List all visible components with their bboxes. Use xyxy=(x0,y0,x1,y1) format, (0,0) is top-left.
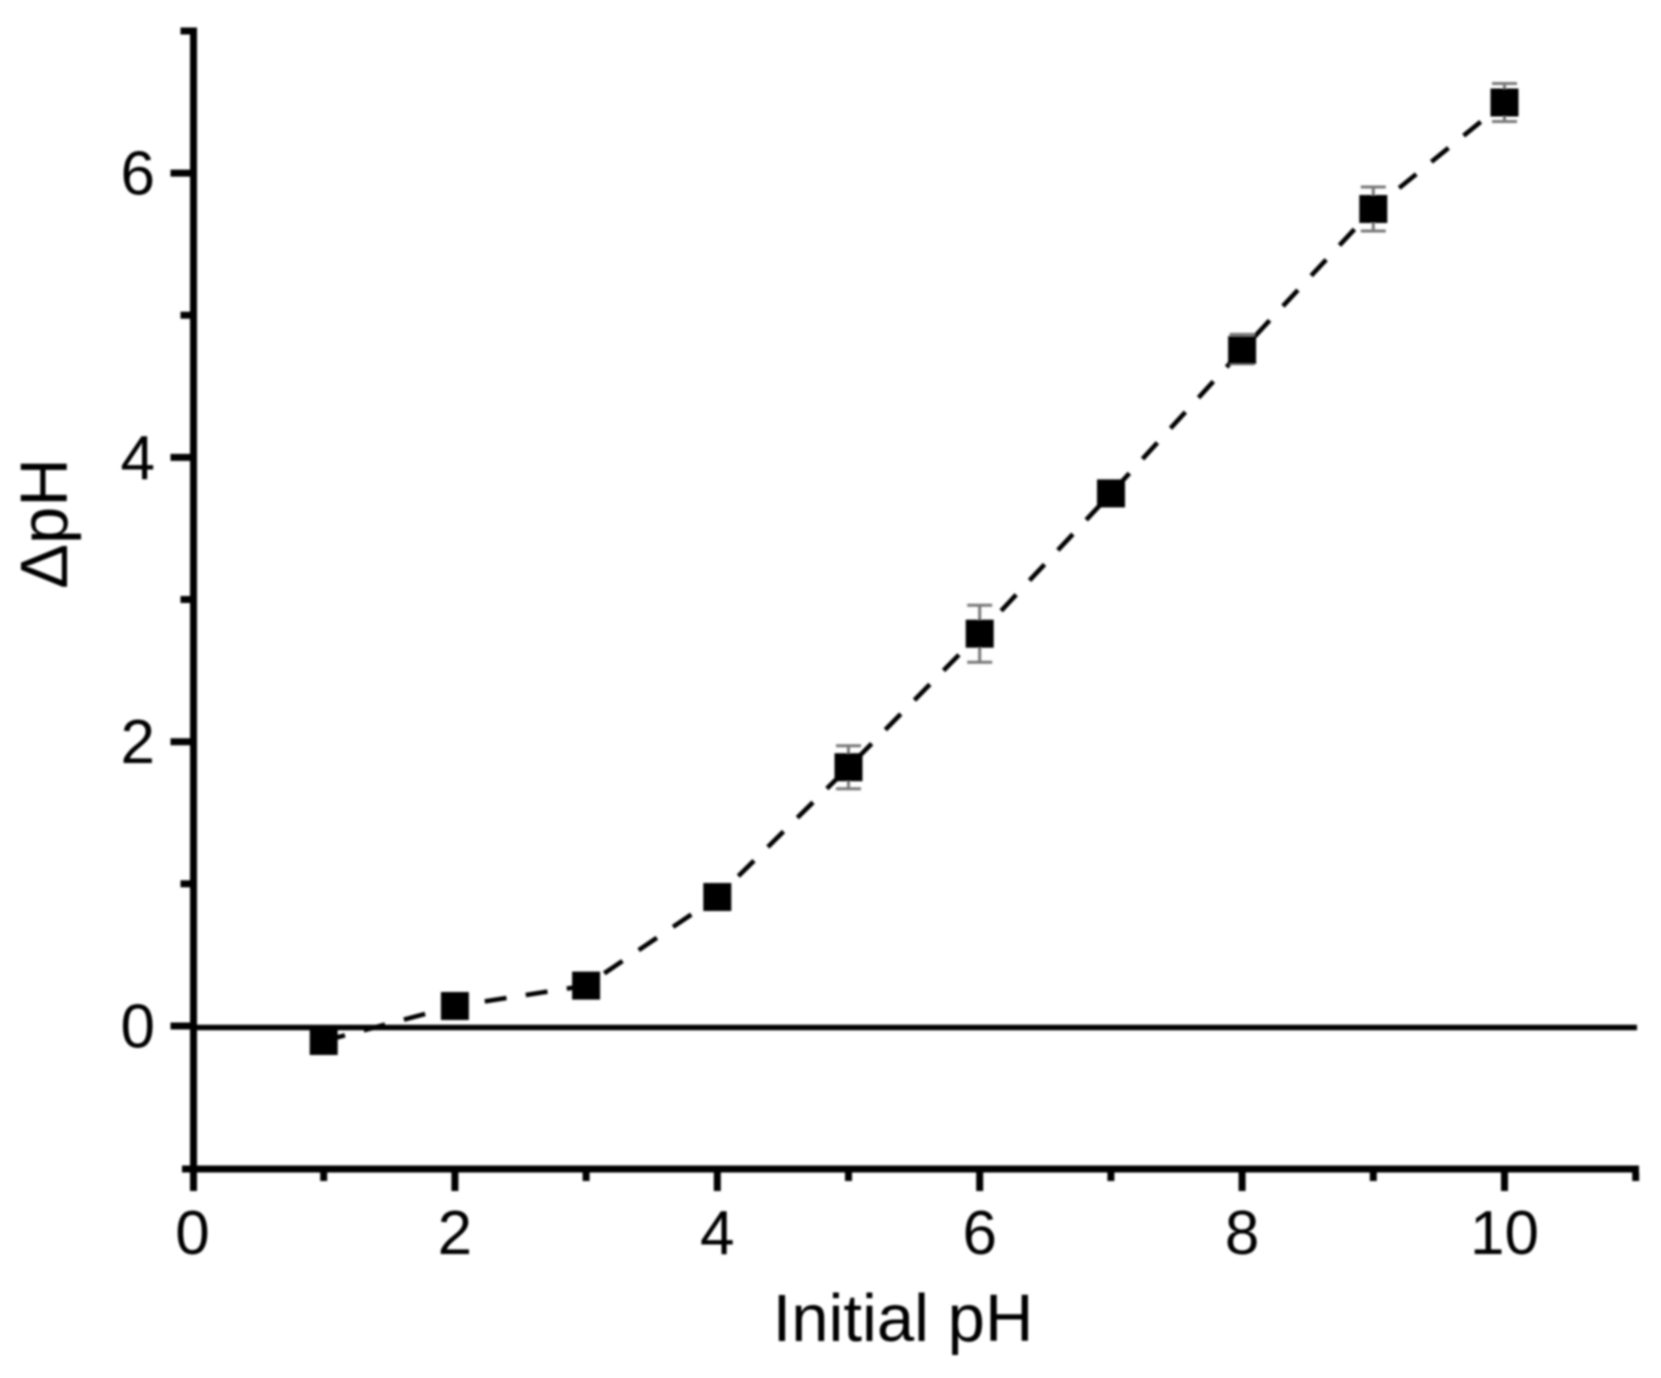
svg-text:8: 8 xyxy=(1225,1199,1259,1268)
svg-text:0: 0 xyxy=(175,1199,209,1268)
svg-text:Initial pH: Initial pH xyxy=(773,1281,1034,1356)
svg-text:4: 4 xyxy=(700,1199,734,1268)
svg-text:10: 10 xyxy=(1470,1199,1539,1268)
svg-text:6: 6 xyxy=(121,140,155,209)
svg-text:2: 2 xyxy=(438,1199,472,1268)
svg-text:0: 0 xyxy=(121,993,155,1062)
svg-text:4: 4 xyxy=(121,424,155,493)
svg-text:6: 6 xyxy=(962,1199,996,1268)
svg-text:ΔpH: ΔpH xyxy=(7,458,82,588)
svg-text:2: 2 xyxy=(121,708,155,777)
